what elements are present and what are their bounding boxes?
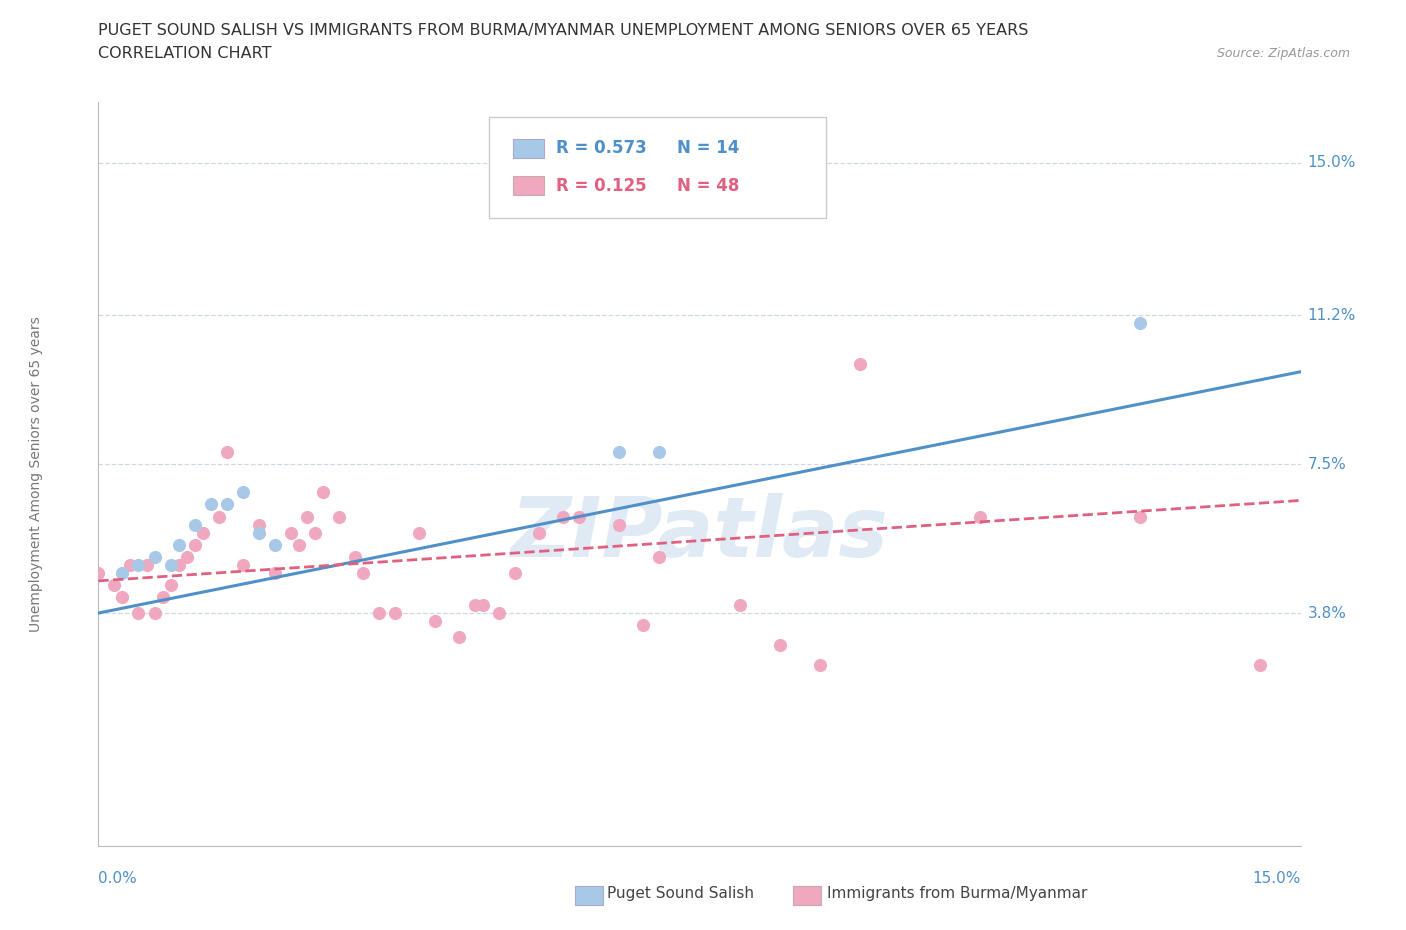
Point xyxy=(553,509,575,524)
Point xyxy=(159,557,181,572)
FancyBboxPatch shape xyxy=(513,139,544,158)
Text: PUGET SOUND SALISH VS IMMIGRANTS FROM BURMA/MYANMAR UNEMPLOYMENT AMONG SENIORS O: PUGET SOUND SALISH VS IMMIGRANTS FROM BU… xyxy=(98,23,1029,38)
Point xyxy=(312,485,335,499)
Point xyxy=(849,356,872,371)
Point xyxy=(1129,509,1152,524)
Text: R = 0.573: R = 0.573 xyxy=(557,140,647,157)
Point xyxy=(215,445,238,459)
Point xyxy=(648,550,671,565)
Text: 15.0%: 15.0% xyxy=(1308,155,1355,170)
Point xyxy=(143,605,166,620)
Point xyxy=(263,538,285,552)
Point xyxy=(768,638,790,653)
Point xyxy=(143,550,166,565)
Point xyxy=(280,525,302,540)
Point xyxy=(343,550,366,565)
Point xyxy=(609,517,631,532)
Point xyxy=(159,578,181,592)
Text: Source: ZipAtlas.com: Source: ZipAtlas.com xyxy=(1216,46,1350,60)
Point xyxy=(368,605,391,620)
Point xyxy=(183,517,205,532)
Point xyxy=(808,658,831,672)
Text: ZIPatlas: ZIPatlas xyxy=(510,493,889,575)
Point xyxy=(128,605,150,620)
Point xyxy=(288,538,311,552)
Point xyxy=(135,557,157,572)
Point xyxy=(191,525,214,540)
Point xyxy=(1250,658,1272,672)
Point xyxy=(200,497,222,512)
Point xyxy=(1129,316,1152,331)
Text: CORRELATION CHART: CORRELATION CHART xyxy=(98,46,271,61)
Point xyxy=(488,605,510,620)
Point xyxy=(87,565,110,580)
Text: 3.8%: 3.8% xyxy=(1308,605,1347,620)
Text: 11.2%: 11.2% xyxy=(1308,308,1355,323)
Point xyxy=(464,598,486,613)
Point xyxy=(183,538,205,552)
Point xyxy=(352,565,374,580)
Text: Puget Sound Salish: Puget Sound Salish xyxy=(607,886,755,901)
Point xyxy=(247,517,270,532)
Point xyxy=(167,557,190,572)
Point xyxy=(328,509,350,524)
Point xyxy=(503,565,526,580)
Point xyxy=(969,509,991,524)
Text: N = 14: N = 14 xyxy=(676,140,740,157)
Point xyxy=(232,557,254,572)
Point xyxy=(167,538,190,552)
Text: N = 48: N = 48 xyxy=(676,177,740,194)
Text: Unemployment Among Seniors over 65 years: Unemployment Among Seniors over 65 years xyxy=(30,316,44,632)
Point xyxy=(633,618,655,632)
Point xyxy=(120,557,142,572)
Point xyxy=(568,509,591,524)
Point xyxy=(304,525,326,540)
Point xyxy=(111,565,134,580)
Point xyxy=(232,485,254,499)
Point xyxy=(111,590,134,604)
Point xyxy=(103,578,125,592)
Point xyxy=(529,525,551,540)
Point xyxy=(648,445,671,459)
Point xyxy=(247,525,270,540)
Point xyxy=(609,445,631,459)
Point xyxy=(176,550,198,565)
Point xyxy=(215,497,238,512)
Point xyxy=(263,565,285,580)
Text: 7.5%: 7.5% xyxy=(1308,457,1346,472)
Point xyxy=(472,598,495,613)
Text: R = 0.125: R = 0.125 xyxy=(557,177,647,194)
Point xyxy=(128,557,150,572)
Point xyxy=(208,509,231,524)
Point xyxy=(423,614,446,629)
Point xyxy=(447,630,470,644)
Point xyxy=(384,605,406,620)
Point xyxy=(295,509,318,524)
Point xyxy=(408,525,430,540)
Point xyxy=(728,598,751,613)
Point xyxy=(152,590,174,604)
Text: 0.0%: 0.0% xyxy=(98,871,138,886)
FancyBboxPatch shape xyxy=(513,176,544,195)
FancyBboxPatch shape xyxy=(489,117,825,218)
Text: Immigrants from Burma/Myanmar: Immigrants from Burma/Myanmar xyxy=(827,886,1087,901)
Text: 15.0%: 15.0% xyxy=(1253,871,1301,886)
